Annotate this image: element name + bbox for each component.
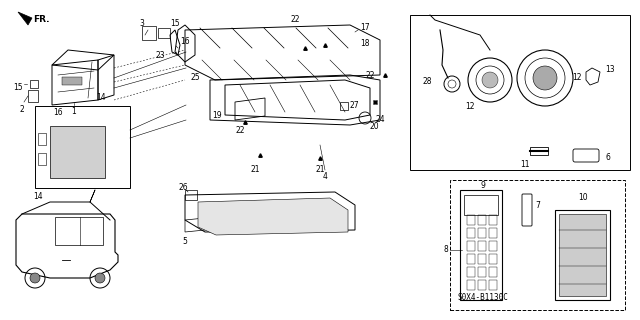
Bar — [467, 267, 475, 277]
Bar — [467, 215, 475, 225]
Bar — [158, 28, 170, 38]
Bar — [185, 190, 197, 200]
Bar — [489, 228, 497, 238]
Bar — [30, 80, 38, 88]
Bar — [489, 280, 497, 290]
Text: 1: 1 — [72, 107, 76, 116]
Text: 5: 5 — [182, 237, 188, 246]
Text: 6: 6 — [605, 154, 610, 163]
Bar — [559, 214, 606, 296]
Bar — [489, 254, 497, 264]
Bar — [530, 147, 548, 155]
Circle shape — [533, 66, 557, 90]
Text: 11: 11 — [520, 160, 530, 169]
Text: 21: 21 — [250, 165, 260, 174]
Polygon shape — [198, 198, 348, 235]
Text: 12: 12 — [465, 102, 475, 111]
Bar — [50, 126, 105, 178]
Text: 22: 22 — [365, 70, 374, 79]
Circle shape — [30, 273, 40, 283]
Bar — [464, 195, 498, 215]
Text: 14: 14 — [97, 93, 106, 102]
Bar — [38, 133, 46, 145]
Text: 20: 20 — [370, 122, 380, 131]
Text: 9: 9 — [481, 180, 485, 189]
Bar — [410, 15, 630, 170]
Bar — [478, 280, 486, 290]
Bar — [478, 267, 486, 277]
Bar — [55, 217, 103, 245]
Bar — [62, 77, 82, 85]
Text: 16: 16 — [53, 108, 63, 117]
Text: 4: 4 — [323, 172, 328, 181]
Text: 15: 15 — [13, 84, 23, 92]
Text: 28: 28 — [422, 77, 432, 86]
Text: 3: 3 — [140, 19, 145, 28]
Text: 13: 13 — [605, 66, 614, 75]
Bar — [340, 102, 348, 110]
Bar — [478, 228, 486, 238]
Text: 23: 23 — [156, 51, 165, 60]
Text: 27: 27 — [350, 100, 360, 109]
Circle shape — [95, 273, 105, 283]
Text: 16: 16 — [180, 37, 189, 46]
Bar — [478, 254, 486, 264]
Text: FR.: FR. — [33, 15, 49, 25]
Text: 25: 25 — [190, 74, 200, 83]
Bar — [467, 280, 475, 290]
Bar — [478, 241, 486, 251]
Bar — [489, 241, 497, 251]
Text: 19: 19 — [212, 110, 222, 119]
Bar — [450, 180, 625, 310]
Text: 17: 17 — [360, 23, 370, 33]
Bar — [467, 228, 475, 238]
Text: 2: 2 — [20, 105, 24, 114]
Text: 14: 14 — [33, 192, 43, 201]
Bar — [142, 26, 156, 40]
Polygon shape — [18, 12, 32, 25]
Bar — [555, 210, 610, 300]
Bar — [478, 215, 486, 225]
Text: 15: 15 — [170, 19, 180, 28]
Text: 8: 8 — [444, 245, 448, 254]
Text: 24: 24 — [375, 116, 385, 124]
Bar — [460, 190, 502, 300]
Text: S0X4-B1130C: S0X4-B1130C — [457, 293, 508, 302]
Bar — [489, 267, 497, 277]
Text: 22: 22 — [236, 126, 244, 135]
Text: 26: 26 — [178, 182, 188, 191]
Text: 22: 22 — [291, 15, 300, 25]
Bar — [489, 215, 497, 225]
Bar — [467, 241, 475, 251]
Text: 12: 12 — [572, 74, 582, 83]
Text: 10: 10 — [578, 193, 588, 202]
Text: 21: 21 — [316, 165, 324, 174]
Text: 18: 18 — [360, 38, 369, 47]
Bar — [467, 254, 475, 264]
Bar — [35, 106, 130, 188]
Text: 7: 7 — [535, 201, 540, 210]
Bar — [28, 90, 38, 102]
Bar — [38, 153, 46, 165]
Circle shape — [482, 72, 498, 88]
